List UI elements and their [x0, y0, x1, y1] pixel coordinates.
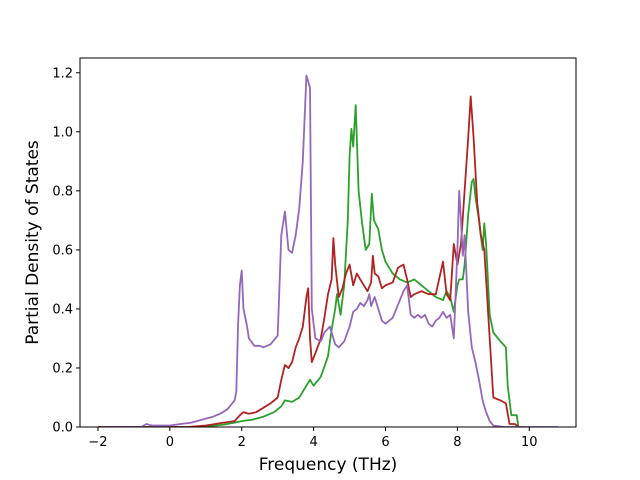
- x-tick-label: −2: [88, 435, 107, 450]
- x-tick-label: 4: [309, 435, 317, 450]
- series-line-3: [101, 74, 558, 427]
- y-tick-label: 0.2: [52, 361, 73, 376]
- x-axis-label: Frequency (THz): [259, 455, 398, 475]
- plot-area: [98, 74, 558, 427]
- x-axis: −2 0 2 4 6 8 10: [88, 427, 538, 450]
- y-tick-label: 1.0: [52, 125, 73, 140]
- y-tick-label: 0.4: [52, 302, 73, 317]
- y-axis: 0.0 0.2 0.4 0.6 0.8 1.0 1.2: [52, 66, 80, 436]
- y-axis-label: Partial Density of States: [23, 140, 43, 345]
- y-tick-label: 0.8: [52, 184, 73, 199]
- x-tick-label: 6: [381, 435, 389, 450]
- y-tick-label: 0.6: [52, 243, 73, 258]
- series-line-2: [98, 95, 520, 427]
- x-tick-label: 0: [166, 435, 174, 450]
- y-tick-label: 0.0: [52, 421, 73, 436]
- x-tick-label: 8: [453, 435, 461, 450]
- axes-frame: [79, 57, 577, 428]
- y-tick-label: 1.2: [52, 66, 73, 81]
- x-tick-label: 2: [238, 435, 246, 450]
- x-tick-label: 10: [521, 435, 538, 450]
